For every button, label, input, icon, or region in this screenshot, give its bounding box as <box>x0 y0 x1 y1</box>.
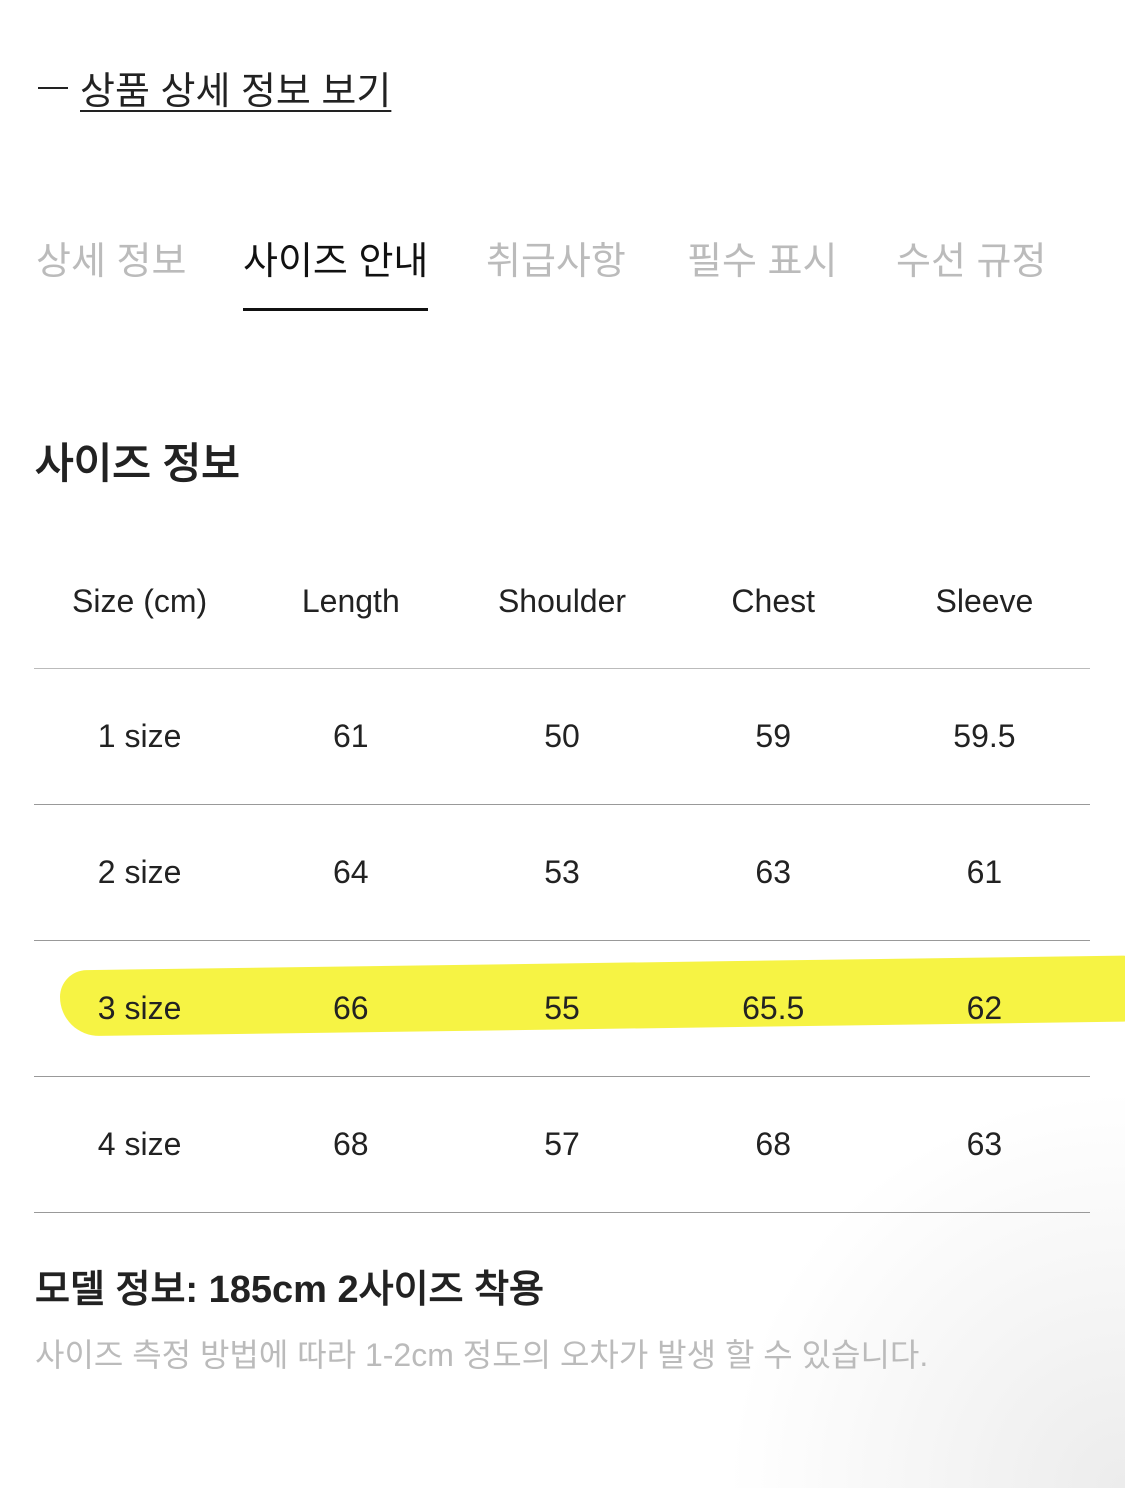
tab-repair-policy[interactable]: 수선 규정 <box>896 241 1047 283</box>
tab-size-guide[interactable]: 사이즈 안내 <box>243 230 429 311</box>
product-detail-link[interactable]: 상품 상세 정보 보기 <box>38 60 391 115</box>
cell-chest: 59 <box>755 718 791 754</box>
cell-length: 68 <box>333 1126 369 1162</box>
cell-size: 1 size <box>97 718 182 754</box>
table-header: Size (cm) Length Shoulder Chest Sleeve <box>34 565 1090 669</box>
cell-sleeve: 59.5 <box>953 718 1016 754</box>
table-row: 4 size 68 57 68 63 <box>34 1077 1090 1213</box>
cell-length: 66 <box>333 990 369 1026</box>
cell-shoulder: 53 <box>544 854 580 890</box>
cell-shoulder: 57 <box>544 1126 580 1162</box>
model-info: 모델 정보: 185cm 2사이즈 착용 <box>35 1269 544 1311</box>
header-sleeve: Sleeve <box>935 583 1034 619</box>
size-table: Size (cm) Length Shoulder Chest Sleeve 1… <box>34 565 1125 1213</box>
cell-chest: 68 <box>755 1126 791 1162</box>
header-size: Size (cm) <box>72 583 208 619</box>
cell-chest: 63 <box>755 854 791 890</box>
section-title: 사이즈 정보 <box>35 440 240 487</box>
cell-sleeve: 61 <box>966 854 1003 890</box>
tab-details[interactable]: 상세 정보 <box>36 241 187 283</box>
tab-required-info[interactable]: 필수 표시 <box>687 241 838 283</box>
cell-shoulder: 50 <box>544 718 580 754</box>
cell-size: 2 size <box>97 854 182 890</box>
product-detail-link-label[interactable]: 상품 상세 정보 보기 <box>80 71 392 113</box>
header-chest: Chest <box>731 583 815 619</box>
cell-sleeve: 63 <box>966 1126 1003 1162</box>
header-length: Length <box>301 583 400 619</box>
table-row: 1 size 61 50 59 59.5 <box>34 669 1090 805</box>
dash-icon <box>38 86 68 89</box>
cell-sleeve: 62 <box>966 990 1003 1026</box>
cell-length: 61 <box>333 718 369 754</box>
cell-size: 3 size <box>97 990 182 1026</box>
cell-chest: 65.5 <box>742 990 805 1026</box>
cell-shoulder: 55 <box>544 990 580 1026</box>
cell-size: 4 size <box>97 1126 182 1162</box>
table-row: 2 size 64 53 63 61 <box>34 805 1090 941</box>
tab-bar: 상세 정보 사이즈 안내 취급사항 필수 표시 수선 규정 <box>0 230 1125 311</box>
tab-care[interactable]: 취급사항 <box>486 241 626 283</box>
table-row-highlighted: 3 size 66 55 65.5 62 <box>34 941 1125 1077</box>
cell-length: 64 <box>333 854 369 890</box>
header-shoulder: Shoulder <box>497 583 627 619</box>
measurement-note: 사이즈 측정 방법에 따라 1-2cm 정도의 오차가 발생 할 수 있습니다. <box>35 1337 929 1373</box>
